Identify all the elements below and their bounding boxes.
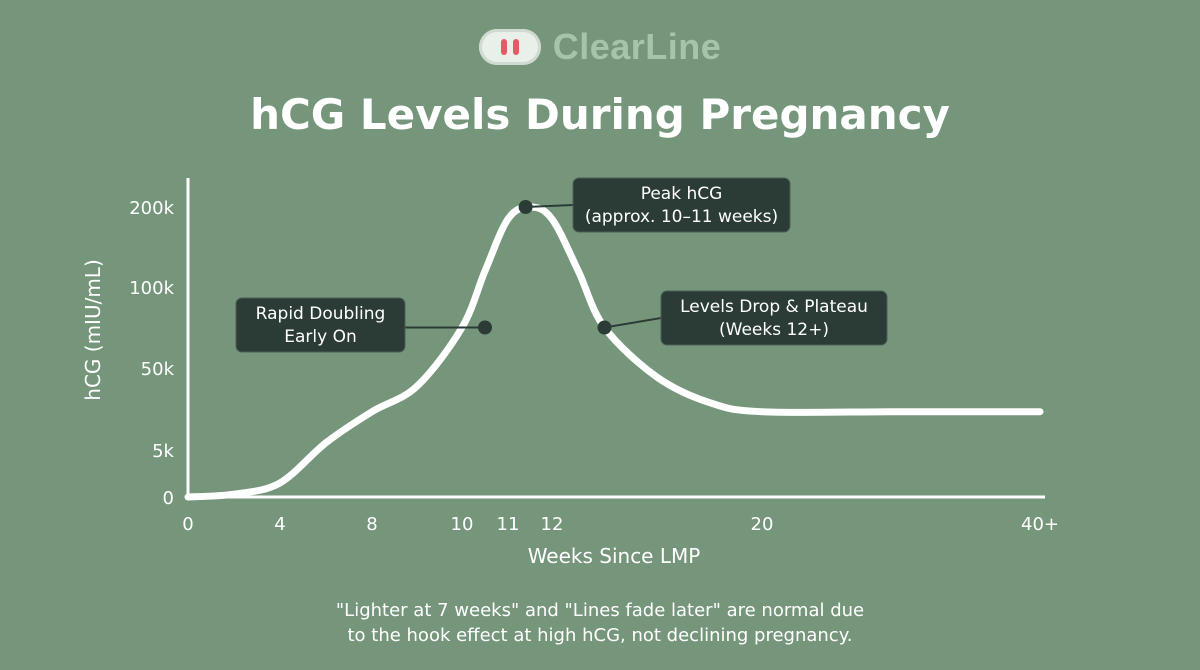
footnote-line-2: to the hook effect at high hCG, not decl… <box>347 625 853 646</box>
y-tick-label: 0 <box>163 488 174 509</box>
x-tick-label: 8 <box>366 514 377 535</box>
test-line-1 <box>500 39 507 55</box>
x-tick-labels: 0 4 8 10 11 12 20 40+ <box>182 514 1059 535</box>
x-tick-label: 4 <box>274 514 285 535</box>
callout-text: (approx. 10–11 weeks) <box>585 207 778 227</box>
x-tick-label: 12 <box>541 514 564 535</box>
callout-box <box>235 297 406 353</box>
y-axis-title: hCG (mIU/mL) <box>81 259 105 400</box>
x-tick-label: 11 <box>497 514 520 535</box>
callout-text: (Weeks 12+) <box>719 320 829 340</box>
callout-marker <box>478 320 492 335</box>
brand-header: ClearLine <box>0 26 1200 68</box>
callout-text: Rapid Doubling <box>256 304 386 324</box>
test-line-2 <box>512 39 519 55</box>
callout-text: Peak hCG <box>641 184 723 204</box>
callout-box <box>572 177 791 233</box>
x-tick-label: 40+ <box>1021 514 1059 535</box>
x-tick-label: 20 <box>751 514 774 535</box>
callout-marker <box>597 320 612 335</box>
callout-3: Levels Drop & Plateau (Weeks 12+) <box>597 290 888 346</box>
callouts-layer: Rapid Doubling Early On Peak hCG (approx. 1… <box>235 177 888 353</box>
y-tick-label: 100k <box>129 278 174 299</box>
page-title: hCG Levels During Pregnancy <box>250 90 950 139</box>
callout-2: Peak hCG (approx. 10–11 weeks) <box>518 177 791 233</box>
callout-text: Levels Drop & Plateau <box>680 297 868 317</box>
y-tick-labels: 0 5k 50k 100k 200k <box>129 198 174 509</box>
callout-box <box>660 290 888 346</box>
y-tick-label: 50k <box>141 359 175 380</box>
callout-text: Early On <box>284 327 357 347</box>
callout-marker <box>518 200 533 214</box>
x-tick-label: 0 <box>182 514 193 535</box>
y-tick-label: 5k <box>152 441 174 462</box>
pregnancy-test-icon <box>478 29 541 65</box>
x-tick-label: 10 <box>451 514 474 535</box>
footnote-line-1: "Lighter at 7 weeks" and "Lines fade lat… <box>335 600 865 621</box>
footnote: "Lighter at 7 weeks" and "Lines fade lat… <box>0 598 1200 648</box>
callout-leader <box>525 204 574 208</box>
callout-1: Rapid Doubling Early On <box>235 297 492 353</box>
brand-name: ClearLine <box>552 26 722 67</box>
chart-axes <box>186 178 1045 499</box>
y-tick-label: 200k <box>129 198 174 219</box>
callout-leader <box>604 317 662 329</box>
x-axis-title: Weeks Since LMP <box>528 544 701 568</box>
